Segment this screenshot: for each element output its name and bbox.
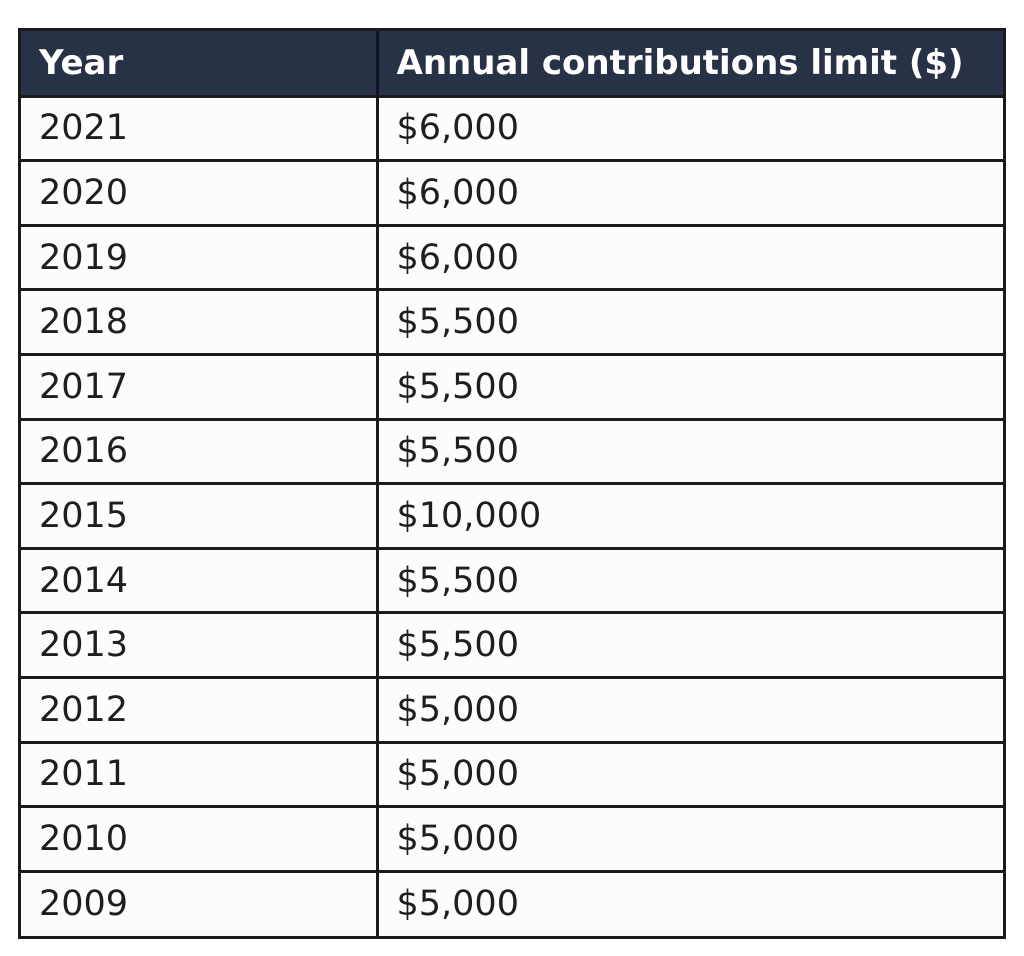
table-row: 2009 $5,000 xyxy=(21,869,1003,936)
year-cell: 2016 xyxy=(21,417,379,484)
column-header-annual-limit: Annual contributions limit ($) xyxy=(396,42,964,83)
limit-cell: $5,000 xyxy=(377,740,1003,807)
limit-cell: $5,500 xyxy=(377,288,1003,355)
year-cell: 2011 xyxy=(21,740,379,807)
year-cell: 2021 xyxy=(21,94,379,161)
header-row: Year Annual contributions limit ($) xyxy=(21,31,1003,96)
table-row: 2013 $5,500 xyxy=(21,611,1003,678)
table-row: 2015 $10,000 xyxy=(21,482,1003,549)
table-header: Year Annual contributions limit ($) xyxy=(21,31,1003,96)
year-cell: 2015 xyxy=(21,482,379,549)
table-row: 2020 $6,000 xyxy=(21,159,1003,226)
contribution-limits-table: Year Annual contributions limit ($) 2021… xyxy=(18,28,1006,939)
table-row: 2014 $5,500 xyxy=(21,546,1003,613)
limit-cell: $6,000 xyxy=(377,159,1003,226)
year-cell: 2017 xyxy=(21,352,379,420)
table-row: 2016 $5,500 xyxy=(21,417,1003,484)
table-row: 2017 $5,500 xyxy=(21,352,1003,420)
column-header-year: Year xyxy=(21,31,379,96)
limit-cell: $6,000 xyxy=(377,94,1003,161)
table-row: 2010 $5,000 xyxy=(21,805,1003,872)
limit-cell: $10,000 xyxy=(377,482,1003,549)
table-row: 2019 $6,000 xyxy=(21,223,1003,290)
limit-cell: $5,500 xyxy=(377,352,1003,420)
year-cell: 2019 xyxy=(21,223,379,290)
data-table: Year Annual contributions limit ($) 2021… xyxy=(21,31,1003,936)
table-row: 2021 $6,000 xyxy=(21,94,1003,161)
year-cell: 2010 xyxy=(21,805,379,872)
limit-cell: $6,000 xyxy=(377,223,1003,290)
table-row: 2011 $5,000 xyxy=(21,740,1003,807)
table-row: 2018 $5,500 xyxy=(21,288,1003,355)
limit-cell: $5,000 xyxy=(377,869,1003,936)
year-cell: 2013 xyxy=(21,611,379,678)
year-cell: 2020 xyxy=(21,159,379,226)
year-cell: 2009 xyxy=(21,869,379,936)
limit-cell: $5,000 xyxy=(377,805,1003,872)
year-cell: 2018 xyxy=(21,288,379,355)
limit-cell: $5,000 xyxy=(377,675,1003,743)
year-cell: 2014 xyxy=(21,546,379,613)
table-row: 2012 $5,000 xyxy=(21,675,1003,743)
table-body: 2021 $6,000 2020 $6,000 2019 $6,000 2018 $5,500… xyxy=(21,94,1003,936)
limit-cell: $5,500 xyxy=(377,611,1003,678)
year-cell: 2012 xyxy=(21,675,379,743)
limit-cell: $5,500 xyxy=(377,546,1003,613)
limit-cell: $5,500 xyxy=(377,417,1003,484)
